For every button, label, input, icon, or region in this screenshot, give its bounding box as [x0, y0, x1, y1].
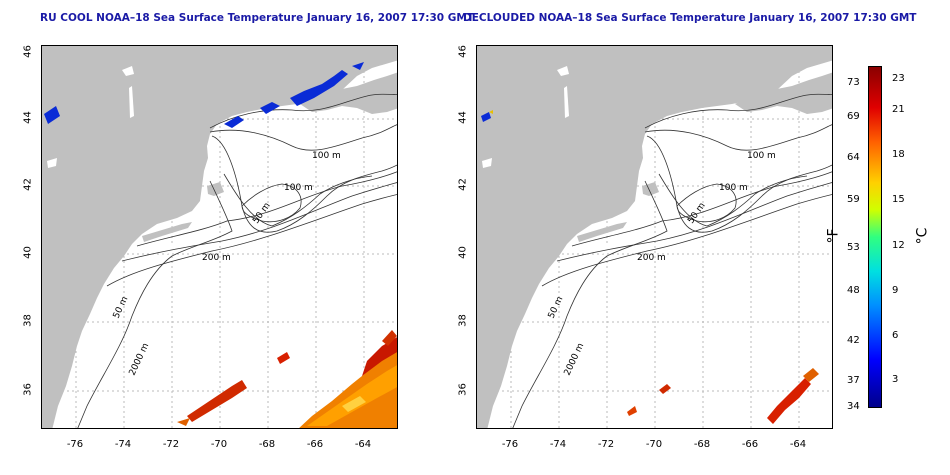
lon-tick-label: -64 — [354, 439, 372, 450]
lake — [47, 158, 57, 168]
long-island — [577, 222, 627, 242]
colorbar-c-tick: 15 — [892, 194, 905, 205]
lat-tick-label: 36 — [457, 383, 469, 396]
cold-sst-patches — [44, 62, 364, 128]
contour-label: 100 m — [284, 183, 313, 193]
lat-tick-label: 38 — [457, 314, 469, 327]
colorbar-f-tick: 59 — [847, 194, 860, 205]
contour-label: 2000 m — [563, 342, 587, 378]
lon-tick-label: -68 — [258, 439, 276, 450]
colorbar-f-tick: 53 — [847, 242, 860, 253]
colorbar-c-tick: 12 — [892, 240, 905, 251]
contour-label: 50 m — [112, 295, 131, 320]
lat-tick-label: 46 — [22, 45, 34, 58]
lon-tick-label: -70 — [645, 439, 663, 450]
lake — [122, 66, 134, 76]
lake — [482, 158, 492, 168]
lake — [564, 86, 569, 118]
lat-tick-label: 40 — [22, 246, 34, 259]
cape-cod — [642, 182, 659, 196]
colorbar-f-tick: 64 — [847, 152, 860, 163]
bathymetry-contours — [512, 93, 832, 428]
lon-tick-label: -68 — [693, 439, 711, 450]
colorbar-f-tick: 69 — [847, 111, 860, 122]
contour-label: 100 m — [312, 151, 341, 161]
colorbar-f-tick: 34 — [847, 401, 860, 412]
colorbar-c-tick: 9 — [892, 285, 899, 296]
lat-tick-label: 42 — [457, 178, 469, 191]
lake — [557, 66, 569, 76]
contour-label: 100 m — [719, 183, 748, 193]
lon-tick-label: -76 — [66, 439, 84, 450]
land-mass — [42, 46, 397, 428]
cape-cod — [207, 182, 224, 196]
lon-tick-label: -72 — [597, 439, 615, 450]
lon-tick-label: -72 — [162, 439, 180, 450]
nova-scotia — [735, 72, 832, 114]
contour-label: 2000 m — [128, 342, 152, 378]
lon-tick-label: -66 — [306, 439, 324, 450]
colorbar-c-tick: 23 — [892, 73, 905, 84]
lon-tick-label: -74 — [549, 439, 567, 450]
colorbar-f-tick: 37 — [847, 375, 860, 386]
lon-tick-label: -76 — [501, 439, 519, 450]
right-panel-title: DECLOUDED NOAA–18 Sea Surface Temperatur… — [463, 12, 917, 24]
left-panel-title: RU COOL NOAA–18 Sea Surface Temperature … — [40, 12, 474, 24]
lake — [129, 86, 134, 118]
bathymetry-contours — [77, 93, 397, 428]
contour-label: 100 m — [747, 151, 776, 161]
lon-tick-label: -70 — [210, 439, 228, 450]
contour-label: 200 m — [637, 253, 666, 263]
lon-tick-label: -64 — [789, 439, 807, 450]
colorbar-c-tick: 18 — [892, 149, 905, 160]
colorbar-f-tick: 42 — [847, 335, 860, 346]
long-island — [142, 222, 192, 242]
right-map-panel: 100 m 100 m 50 m 200 m 50 m 2000 m — [476, 45, 833, 429]
left-map-svg: 100 m 100 m 50 m 200 m 50 m 2000 m — [42, 46, 397, 428]
contour-label: 200 m — [202, 253, 231, 263]
lat-tick-label: 36 — [22, 383, 34, 396]
contour-label: 50 m — [547, 295, 566, 320]
lat-tick-label: 44 — [457, 111, 469, 124]
warm-sst-patches — [177, 330, 397, 428]
right-map-svg: 100 m 100 m 50 m 200 m 50 m 2000 m — [477, 46, 832, 428]
land-mass — [477, 46, 832, 428]
colorbar-c-tick: 6 — [892, 330, 899, 341]
lon-tick-label: -66 — [741, 439, 759, 450]
lon-tick-label: -74 — [114, 439, 132, 450]
colorbar-f-tick: 73 — [847, 77, 860, 88]
colorbar-unit-fahrenheit: °F — [825, 228, 842, 244]
lat-tick-label: 40 — [457, 246, 469, 259]
left-map-panel: 100 m 100 m 50 m 200 m 50 m 2000 m — [41, 45, 398, 429]
lat-tick-label: 42 — [22, 178, 34, 191]
lat-tick-label: 46 — [457, 45, 469, 58]
grid — [477, 46, 832, 428]
nova-scotia — [300, 72, 397, 114]
temperature-colorbar — [868, 66, 882, 408]
colorbar-f-tick: 48 — [847, 285, 860, 296]
colorbar-c-tick: 3 — [892, 374, 899, 385]
lat-tick-label: 44 — [22, 111, 34, 124]
colorbar-unit-celsius: °C — [914, 227, 931, 245]
sst-patches — [481, 110, 819, 424]
lat-tick-label: 38 — [22, 314, 34, 327]
colorbar-c-tick: 21 — [892, 104, 905, 115]
